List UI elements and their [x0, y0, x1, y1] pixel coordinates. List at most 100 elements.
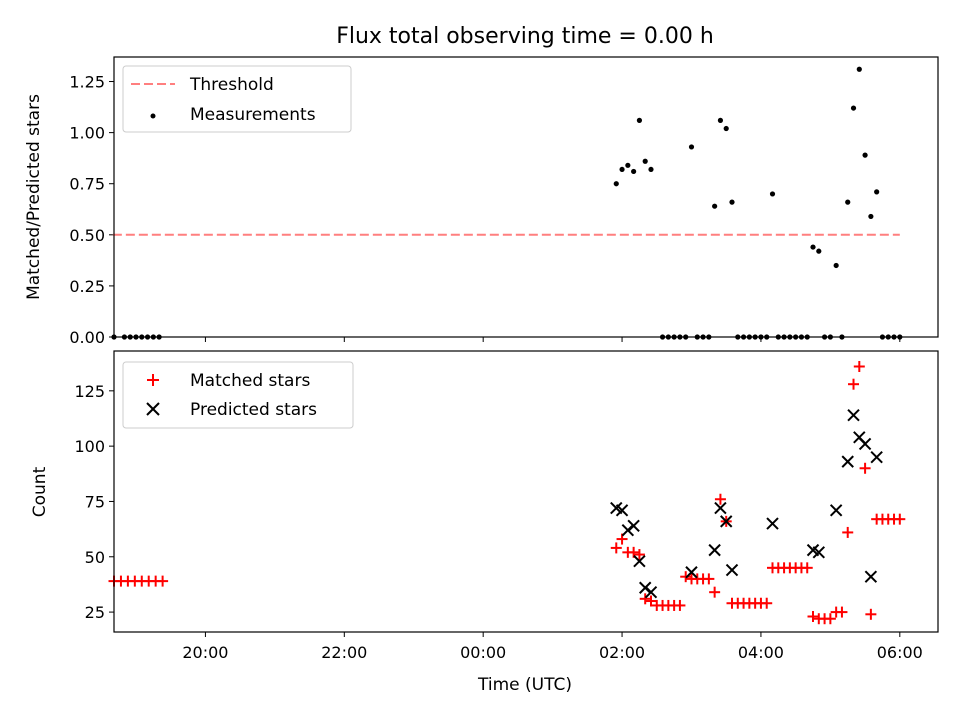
predicted-star-points [610, 408, 883, 599]
measurement-point [769, 191, 776, 197]
predicted-star-point [708, 543, 721, 557]
measurement-point [874, 189, 880, 195]
measurements-legend-swatch [150, 113, 156, 119]
count-panel: 25 50 75 100 125 20:00 22:00 00:00 02:00 04:00 06… [30, 350, 939, 695]
matched-star-point [761, 597, 773, 609]
matched-star-point [639, 593, 651, 605]
predicted-star-point [633, 554, 646, 568]
count-y-tick-label: 125 [74, 382, 105, 401]
predicted-star-point [725, 563, 739, 577]
predicted-star-point [714, 501, 727, 515]
measurement-point [613, 181, 619, 187]
matched-legend-label: Matched stars [190, 371, 310, 391]
predicted-star-point [644, 585, 658, 599]
measurement-point [729, 199, 735, 205]
measurement-point [868, 213, 874, 220]
count-legend-box [122, 361, 354, 429]
measurement-point [631, 168, 637, 175]
count-x-tick-label: 22:00 [321, 643, 367, 662]
predicted-legend-label: Predicted stars [190, 400, 317, 420]
matched-star-point [859, 462, 871, 474]
measurement-point [862, 152, 868, 158]
measurements-legend-label: Measurements [190, 105, 316, 125]
matched-star-point [157, 575, 169, 587]
matched-star-point [674, 599, 686, 611]
ratio-y-tick-label: 0.00 [69, 328, 105, 347]
measurement-point [845, 199, 851, 205]
ratio-y-tick-label: 0.50 [69, 226, 105, 245]
measurement-point [850, 105, 857, 111]
matched-star-points [108, 360, 906, 625]
matched-star-point [824, 613, 836, 625]
count-x-tick-label: 20:00 [182, 643, 228, 662]
count-x-tick-label: 06:00 [877, 643, 923, 662]
predicted-star-point [864, 570, 878, 583]
measurement-point [816, 248, 822, 254]
matched-star-point [610, 542, 622, 554]
chart-title: Flux total observing time = 0.00 h [336, 24, 714, 49]
measurement-point [642, 158, 648, 164]
count-y-tick-label: 100 [74, 437, 105, 456]
matched-legend-swatch [147, 374, 159, 386]
measurement-point [636, 117, 643, 123]
predicted-legend-swatch [146, 402, 160, 416]
ratio-y-tick-label: 1.25 [69, 73, 105, 92]
measurement-point [856, 66, 862, 72]
x-axis-label: Time (UTC) [477, 675, 572, 695]
count-x-tick-label: 02:00 [599, 643, 645, 662]
measurement-point [619, 166, 625, 173]
predicted-star-point [858, 437, 872, 451]
matched-star-point [714, 493, 726, 505]
ratio-legend-box [122, 65, 352, 133]
count-y-ticks: 25 50 75 100 125 [74, 382, 114, 622]
matched-star-point [848, 378, 860, 390]
measurement-point [712, 203, 718, 209]
ratio-y-ticks: 0.00 0.25 0.50 0.75 1.00 1.25 [69, 73, 114, 347]
predicted-star-point [829, 504, 843, 517]
matched-star-point [853, 360, 865, 372]
matched-star-point [801, 562, 813, 574]
predicted-star-point [615, 504, 629, 517]
matched-star-point [894, 513, 906, 525]
ratio-y-tick-label: 0.75 [69, 175, 105, 194]
count-y-tick-label: 75 [85, 492, 105, 511]
matched-star-point [842, 526, 854, 538]
predicted-star-point [627, 519, 640, 533]
measurement-point [833, 262, 839, 269]
count-x-tick-label: 00:00 [460, 643, 506, 662]
matched-star-point [633, 549, 645, 561]
matched-star-point [703, 573, 715, 585]
matched-star-point [865, 608, 877, 620]
count-axes-frame [113, 350, 939, 633]
ratio-y-axis-label: Matched/Predicted stars [24, 94, 44, 300]
ratio-panel: 0.00 0.25 0.50 0.75 1.00 1.25 Matched/Predict… [24, 56, 939, 347]
predicted-star-point [841, 455, 854, 468]
predicted-star-point [685, 566, 698, 579]
matched-star-point [645, 595, 657, 607]
measurement-point [717, 117, 724, 123]
measurement-point [688, 144, 695, 150]
measurement-point [648, 166, 654, 173]
ratio-y-tick-label: 1.00 [69, 124, 105, 143]
matched-star-point [709, 586, 721, 598]
measurement-point [723, 125, 729, 132]
ratio-y-tick-label: 0.25 [69, 277, 105, 296]
predicted-star-point [847, 408, 860, 422]
predicted-star-point [720, 515, 733, 528]
predicted-star-point [870, 450, 883, 464]
count-y-tick-label: 50 [85, 548, 105, 567]
count-y-axis-label: Count [30, 466, 50, 517]
measurement-point [810, 244, 816, 250]
matched-star-point [807, 611, 819, 623]
ratio-legend: Threshold Measurements [122, 65, 352, 133]
threshold-legend-label: Threshold [189, 75, 274, 95]
measurement-point [625, 162, 631, 168]
count-legend: Matched stars Predicted stars [122, 361, 354, 429]
predicted-star-point [812, 546, 826, 559]
count-y-tick-label: 25 [85, 603, 105, 622]
predicted-star-point [766, 517, 779, 530]
matched-star-point [836, 606, 848, 618]
ratio-axes-frame [113, 56, 939, 338]
count-x-tick-label: 04:00 [738, 643, 784, 662]
